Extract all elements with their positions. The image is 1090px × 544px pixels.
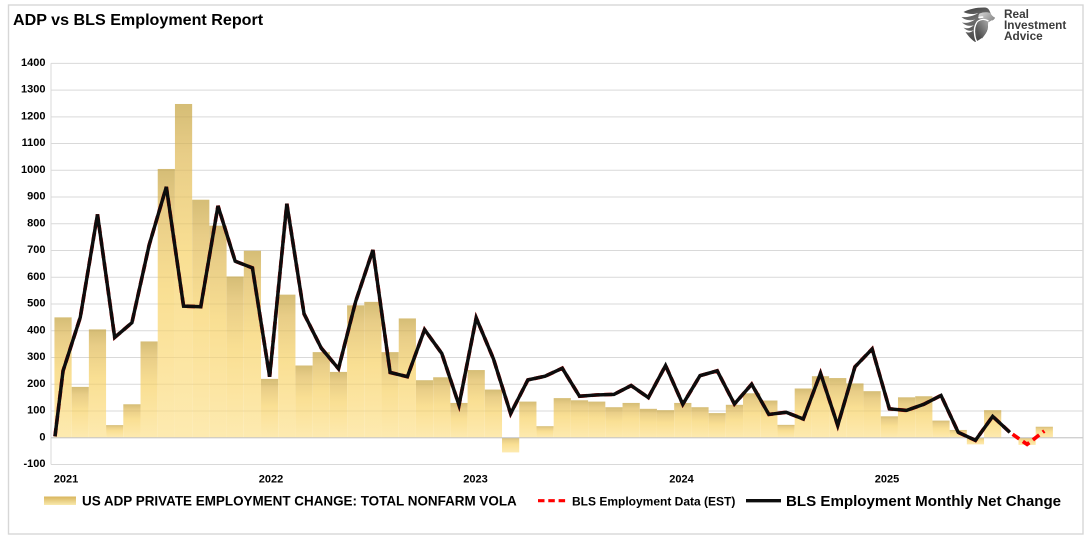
- svg-text:Advice: Advice: [1004, 29, 1043, 43]
- svg-text:2022: 2022: [259, 474, 283, 486]
- svg-text:2021: 2021: [54, 474, 78, 486]
- svg-text:500: 500: [27, 298, 45, 310]
- svg-text:BLS Employment Data (EST): BLS Employment Data (EST): [572, 495, 735, 509]
- svg-text:US ADP PRIVATE EMPLOYMENT CHAN: US ADP PRIVATE EMPLOYMENT CHANGE: TOTAL …: [82, 494, 517, 509]
- svg-text:2023: 2023: [463, 474, 487, 486]
- svg-text:-100: -100: [23, 458, 45, 470]
- svg-text:Investment: Investment: [1004, 18, 1066, 32]
- svg-text:1100: 1100: [22, 137, 46, 149]
- svg-text:0: 0: [39, 431, 45, 443]
- svg-text:2024: 2024: [669, 474, 694, 486]
- svg-text:600: 600: [27, 271, 45, 283]
- svg-text:400: 400: [27, 324, 45, 336]
- svg-text:2025: 2025: [875, 474, 899, 486]
- svg-text:300: 300: [27, 351, 45, 363]
- svg-text:ADP vs BLS Employment Report: ADP vs BLS Employment Report: [13, 11, 264, 29]
- svg-text:1400: 1400: [21, 57, 45, 69]
- svg-text:1300: 1300: [21, 84, 45, 96]
- svg-text:1000: 1000: [21, 164, 45, 176]
- svg-text:BLS Employment Monthly Net Cha: BLS Employment Monthly Net Change: [786, 493, 1061, 510]
- svg-text:100: 100: [27, 405, 45, 417]
- svg-text:Real: Real: [1004, 7, 1029, 21]
- svg-text:900: 900: [27, 191, 45, 203]
- svg-text:800: 800: [27, 217, 45, 229]
- svg-text:1200: 1200: [21, 110, 45, 122]
- svg-text:700: 700: [27, 244, 45, 256]
- svg-text:200: 200: [27, 378, 45, 390]
